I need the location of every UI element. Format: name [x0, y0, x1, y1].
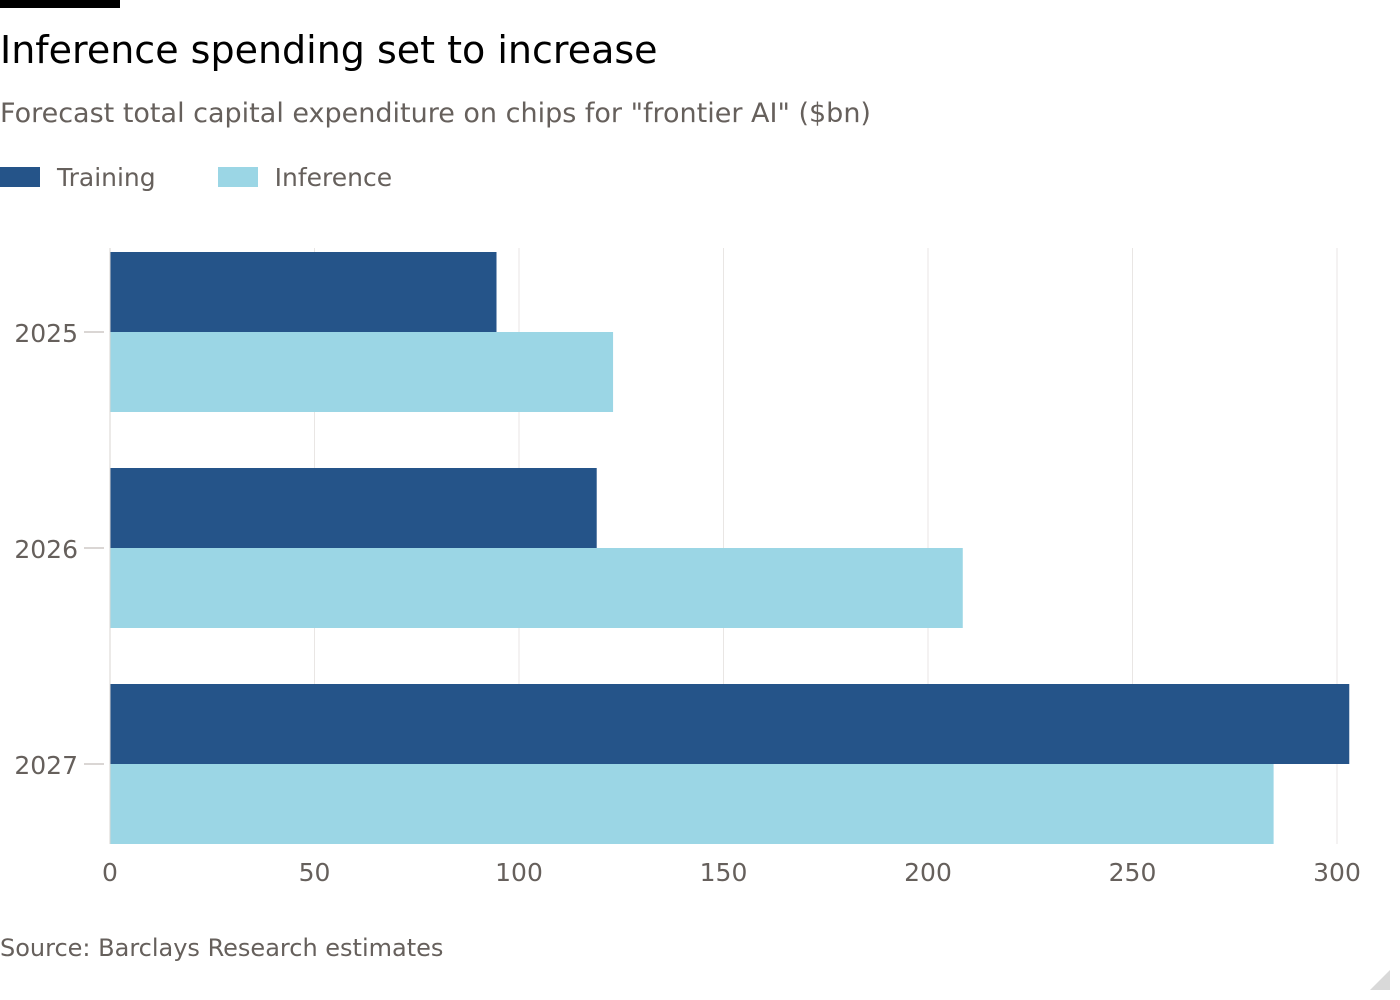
legend-swatch-training	[0, 167, 40, 187]
chart-title: Inference spending set to increase	[0, 28, 658, 72]
bar-training-2025	[110, 252, 497, 332]
legend-item-inference: Inference	[217, 162, 393, 192]
bar-inference-2027	[110, 764, 1274, 844]
brand-bar	[0, 0, 120, 8]
y-tick-label-2027: 2027	[14, 751, 78, 780]
legend-label-training: Training	[57, 162, 156, 192]
x-tick-label-300: 300	[1313, 858, 1361, 887]
legend-item-training: Training	[0, 163, 156, 192]
x-tick-label-50: 50	[299, 858, 331, 887]
y-tick-label-2025: 2025	[14, 319, 78, 348]
bar-chart: 2025 2026 2027 0 50 100 150 200 250 300	[14, 248, 1361, 887]
x-tick-label-100: 100	[495, 858, 543, 887]
chart-subtitle: Forecast total capital expenditure on ch…	[0, 98, 871, 129]
bar-inference-2026	[110, 548, 963, 628]
bar-training-2027	[110, 684, 1350, 764]
x-tick-label-150: 150	[700, 858, 748, 887]
x-tick-label-0: 0	[102, 858, 118, 887]
legend-swatch-inference	[217, 167, 258, 187]
legend-label-inference: Inference	[274, 162, 393, 192]
y-tick-label-2026: 2026	[14, 535, 78, 564]
x-tick-label-200: 200	[904, 858, 952, 887]
corner-fold	[1370, 970, 1390, 990]
x-tick-label-250: 250	[1109, 858, 1157, 887]
source-note: Source: Barclays Research estimates	[0, 934, 444, 962]
bar-inference-2025	[110, 332, 614, 412]
bar-training-2026	[110, 468, 597, 548]
legend: Training Inference	[0, 160, 454, 194]
